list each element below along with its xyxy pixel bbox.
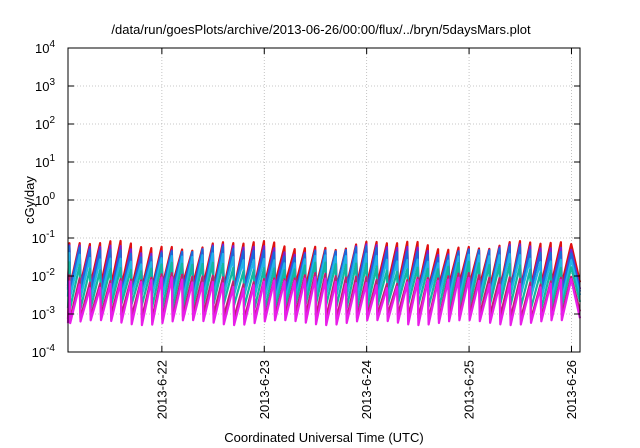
y-tick-label: 100 (35, 191, 55, 208)
y-tick-labels: 10-4 10-3 10-2 10-1 100 101 102 103 104 (32, 39, 56, 360)
y-tick-label: 103 (35, 77, 55, 94)
x-tick-label: 2013-6-25 (462, 360, 477, 419)
y-tick-label: 102 (35, 115, 55, 132)
y-tick-label: 101 (35, 153, 55, 170)
x-tick-labels: 2013-6-22 2013-6-23 2013-6-24 2013-6-25 2013… (154, 360, 579, 419)
ticks (68, 47, 580, 353)
series-group (66, 239, 582, 327)
x-tick-label: 2013-6-23 (257, 360, 272, 419)
y-axis-label: cGy/day (22, 176, 37, 224)
y-tick-label: 104 (35, 39, 55, 56)
y-tick-label: 10-3 (32, 305, 56, 322)
y-tick-label: 10-4 (32, 343, 56, 360)
y-tick-label: 10-1 (32, 229, 56, 246)
x-axis-label: Coordinated Universal Time (UTC) (224, 430, 423, 445)
x-tick-label: 2013-6-24 (359, 360, 374, 419)
series-line (66, 276, 582, 327)
x-tick-label: 2013-6-26 (564, 360, 579, 419)
y-tick-label: 10-2 (32, 267, 56, 284)
x-tick-label: 2013-6-22 (154, 360, 169, 419)
chart-title: /data/run/goesPlots/archive/2013-06-26/0… (111, 22, 531, 37)
